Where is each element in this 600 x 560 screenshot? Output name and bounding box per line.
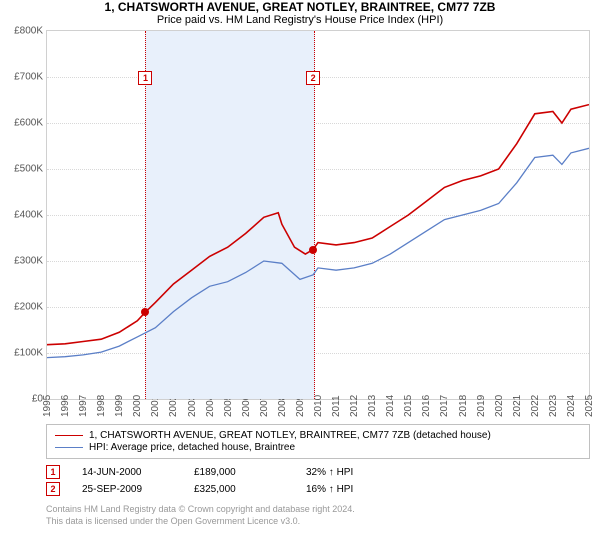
sale-point [141,308,149,316]
legend-item: 1, CHATSWORTH AVENUE, GREAT NOTLEY, BRAI… [55,430,581,441]
footer-attribution: Contains HM Land Registry data © Crown c… [46,504,590,527]
legend-label: HPI: Average price, detached house, Brai… [89,442,295,453]
sale-row: 2 25-SEP-2009 £325,000 16% ↑ HPI [46,482,590,496]
sale-price: £325,000 [194,484,284,495]
ytick-label: £200K [14,302,43,313]
series-line [47,105,589,345]
ytick-label: £100K [14,348,43,359]
legend: 1, CHATSWORTH AVENUE, GREAT NOTLEY, BRAI… [46,424,590,459]
ytick-label: £700K [14,72,43,83]
sale-date: 14-JUN-2000 [82,467,172,478]
chart-title: 1, CHATSWORTH AVENUE, GREAT NOTLEY, BRAI… [0,0,600,14]
sale-delta: 16% ↑ HPI [306,484,396,495]
sale-id-box: 1 [46,465,60,479]
legend-swatch [55,435,83,436]
chart-subtitle: Price paid vs. HM Land Registry's House … [0,14,600,26]
chart-plot-area: £0£100K£200K£300K£400K£500K£600K£700K£80… [46,30,590,400]
ytick-label: £500K [14,164,43,175]
legend-item: HPI: Average price, detached house, Brai… [55,442,581,453]
chart-lines-svg [47,31,589,399]
sale-marker: 2 [306,71,320,85]
sale-id-box: 2 [46,482,60,496]
ytick-label: £800K [14,26,43,37]
footer-line1: Contains HM Land Registry data © Crown c… [46,504,590,516]
footer-line2: This data is licensed under the Open Gov… [46,516,590,528]
legend-label: 1, CHATSWORTH AVENUE, GREAT NOTLEY, BRAI… [89,430,491,441]
sales-table: 1 14-JUN-2000 £189,000 32% ↑ HPI 2 25-SEP-200… [46,465,590,496]
ytick-label: £300K [14,256,43,267]
sale-delta: 32% ↑ HPI [306,467,396,478]
ytick-label: £400K [14,210,43,221]
sale-date: 25-SEP-2009 [82,484,172,495]
sale-price: £189,000 [194,467,284,478]
chart-container: 1, CHATSWORTH AVENUE, GREAT NOTLEY, BRAI… [0,0,600,560]
sale-row: 1 14-JUN-2000 £189,000 32% ↑ HPI [46,465,590,479]
ytick-label: £600K [14,118,43,129]
legend-swatch [55,447,83,448]
sale-point [309,246,317,254]
sale-marker: 1 [138,71,152,85]
